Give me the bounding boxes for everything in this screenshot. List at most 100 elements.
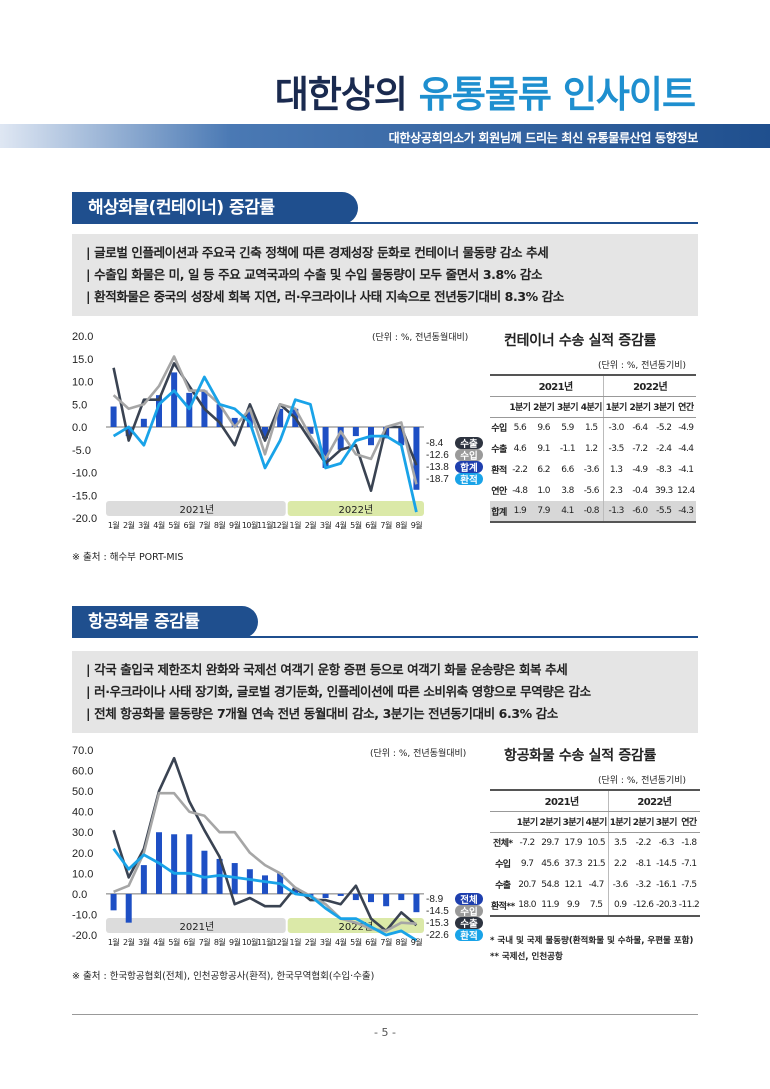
x-tick-label: 5월 (350, 520, 362, 530)
x-tick-label: 3월 (320, 520, 332, 530)
table-quarter-header: 연간 (675, 396, 696, 418)
table-value: 2.3 (603, 480, 629, 501)
y-tick-label: 15.0 (72, 354, 93, 366)
year-band-2021 (106, 501, 286, 516)
table-quarter-header: 2분기 (628, 396, 652, 418)
bar-합계 (413, 427, 420, 490)
line-환적 (112, 847, 418, 942)
table-value: 20.7 (518, 879, 536, 890)
table-value: -5.6 (583, 485, 600, 496)
table-value: 54.8 (541, 879, 559, 890)
table-value: 9.6 (537, 422, 550, 433)
table-value: -5.2 (656, 422, 672, 433)
table-value: -6.4 (632, 422, 648, 433)
table-notes: * 국내 및 국제 물동량(환적화물 및 수하물, 우편물 포함) ** 국제선… (490, 933, 693, 965)
table-value: -4.3 (675, 501, 696, 523)
x-tick-label: 6월 (365, 937, 377, 947)
table-value: 10.5 (587, 837, 605, 848)
table-value: 4.1 (555, 501, 580, 523)
summary-box-air: | 각국 출입국 제한조치 완화와 국제선 여객기 운항 증편 등으로 여객기 … (72, 651, 698, 733)
y-tick-label: -5.0 (72, 445, 91, 457)
table-value: -1.3 (603, 501, 629, 523)
table-row-label: 수출 (491, 445, 507, 455)
table-row-label: 합계 (490, 501, 508, 523)
chart-unit-label: (단위 : %, 전년동월대비) (372, 333, 469, 343)
table-value: -2.4 (656, 443, 672, 454)
table-quarter-header: 1분기 (607, 811, 632, 833)
table-value: -3.6 (583, 464, 600, 475)
x-tick-label: 11월 (257, 937, 273, 947)
table-row: 환적 -2.2 6.2 6.6 -3.6 1.3 -4.9 -8.3 -4.1 (490, 459, 696, 480)
y-tick-label: -20.0 (72, 930, 97, 942)
x-tick-label: 3월 (138, 520, 150, 530)
x-tick-label: 7월 (380, 937, 392, 947)
x-tick-label: 10월 (242, 520, 258, 530)
bar-합계 (322, 427, 329, 468)
x-tick-label: 8월 (396, 520, 408, 530)
x-tick-label: 7월 (199, 937, 211, 947)
source-note: ※ 출처 : 한국항공협회(전체), 인천공항공사(환적), 한국무역협회(수입… (72, 971, 375, 982)
bar-전체 (322, 893, 329, 898)
series-badge (455, 437, 483, 449)
page-number: - 5 - (374, 1026, 396, 1039)
table-value: -7.2 (632, 443, 648, 454)
table-quarter-header: 3분기 (561, 811, 585, 833)
y-tick-label: 5.0 (72, 399, 87, 411)
table-value: 37.3 (564, 858, 582, 869)
table-value: 1.3 (603, 459, 629, 480)
series-badge (455, 929, 483, 941)
chart-unit-label: (단위 : %, 전년동월대비) (370, 749, 467, 759)
table-unit-air: (단위 : %, 전년동기비) (598, 776, 687, 786)
x-tick-label: 1월 (290, 520, 302, 530)
y-tick-label: -20.0 (72, 513, 97, 525)
table-row: 수입 5.6 9.6 5.9 1.5 -3.0 -6.4 -5.2 -4.9 (490, 417, 696, 438)
table-value: 9.9 (561, 895, 585, 917)
bar-합계 (277, 408, 284, 427)
year-group-label: 2022년 (339, 504, 374, 516)
table-corner (490, 789, 516, 812)
table-row-label: 전체* (493, 839, 513, 850)
bar-합계 (352, 427, 359, 437)
x-tick-label: 9월 (229, 520, 241, 530)
table-value: 6.2 (537, 464, 550, 475)
table-value: 2.2 (607, 853, 632, 874)
table-value: 7.5 (584, 895, 609, 917)
year-group-label: 2021년 (180, 504, 215, 516)
summary-line: | 러·우크라이나 사태 장기화, 글로벌 경기둔화, 인플레이션에 따른 소비… (86, 684, 591, 699)
note-line: * 국내 및 국제 물동량(환적화물 및 수하물, 우편물 포함) (490, 936, 694, 946)
bar-전체 (292, 887, 299, 894)
bar-전체 (171, 834, 178, 894)
x-tick-label: 1월 (108, 520, 120, 530)
table-year-row: 2021년 2022년 (490, 374, 696, 397)
sea-freight-table: 2021년 2022년 1분기 2분기 3분기 4분기 1분기 2분기 3분기 연간 수입 5.6 9.… (490, 374, 696, 523)
end-value-label: -15.3 (426, 918, 449, 929)
series-badge (455, 461, 483, 473)
bar-합계 (383, 427, 390, 439)
table-year-header: 2021년 (507, 374, 604, 397)
section-title-sea: 해상화물(컨테이너) 증감률 (72, 192, 358, 224)
table-value: -3.0 (603, 417, 629, 438)
bar-전체 (125, 893, 132, 923)
x-tick-label: 4월 (335, 937, 347, 947)
summary-line: | 수출입 화물은 미, 일 등 주요 교역국과의 수출 및 수입 물동량이 모… (86, 267, 543, 282)
bar-합계 (171, 372, 178, 427)
table-quarter-header: 3분기 (555, 396, 580, 418)
table-value: 1.2 (585, 443, 598, 454)
sea-freight-chart: 20.0 15.0 10.0 5.0 0.0 -5.0 -10.0 -15.0 -20.0 202… (72, 331, 483, 530)
bar-전체 (413, 893, 420, 913)
x-tick-label: 8월 (396, 937, 408, 947)
end-value-label: -13.8 (426, 462, 449, 473)
x-tick-label: 8월 (214, 937, 226, 947)
table-row-label: 수입 (495, 860, 511, 870)
end-value-label: -8.4 (426, 438, 444, 449)
table-value: -1.1 (559, 443, 576, 454)
table-quarter-header: 2분기 (631, 811, 655, 833)
table-row-label: 수입 (491, 424, 507, 435)
table-value: 18.0 (515, 895, 539, 917)
end-value-label: -22.6 (426, 930, 449, 941)
table-quarter-header: 1분기 (507, 396, 532, 418)
series-badge (455, 473, 483, 485)
table-quarter-header: 3분기 (654, 811, 678, 833)
table-value: -4.9 (632, 464, 648, 475)
table-value: -7.2 (519, 837, 536, 848)
